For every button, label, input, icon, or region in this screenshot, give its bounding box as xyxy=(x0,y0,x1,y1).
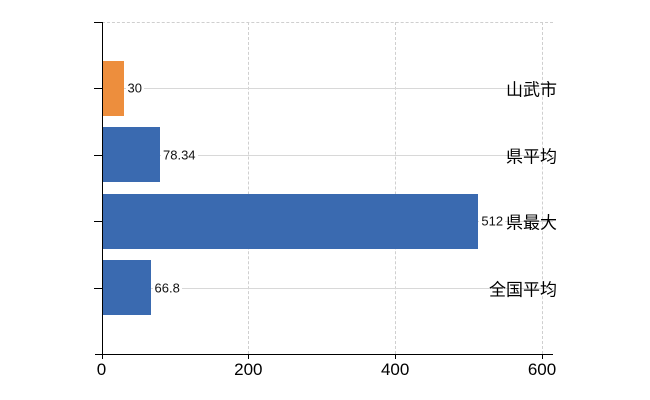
bar-value-label: 66.8 xyxy=(152,280,182,296)
category-label: 県最大 xyxy=(506,213,557,233)
plot-top-border xyxy=(101,22,553,23)
y-axis-tick xyxy=(93,88,102,90)
y-axis-tick xyxy=(93,287,102,289)
y-axis-tick xyxy=(93,154,102,156)
bar-value-label: 30 xyxy=(125,80,144,96)
x-axis-tick xyxy=(542,354,543,359)
chart-bar xyxy=(102,193,478,249)
chart-bar xyxy=(102,260,152,316)
gridline-horizontal xyxy=(101,154,553,156)
x-tick-label: 200 xyxy=(234,360,263,379)
gridline-horizontal xyxy=(101,88,553,90)
y-axis-top-tick xyxy=(93,22,102,23)
y-axis-tick xyxy=(93,221,102,223)
bar-value-label: 78.34 xyxy=(161,147,198,163)
x-axis-tick xyxy=(395,354,397,359)
y-axis-line xyxy=(101,22,103,354)
x-tick-label: 400 xyxy=(380,360,410,379)
chart-bar xyxy=(102,60,125,116)
gridline-vertical xyxy=(248,22,250,354)
x-axis-line xyxy=(95,354,553,355)
x-axis-tick xyxy=(101,354,103,359)
x-tick-label: 600 xyxy=(527,360,557,379)
chart-bar xyxy=(102,127,160,183)
gridline-vertical xyxy=(395,22,397,354)
x-axis-tick xyxy=(248,354,250,359)
gridline-vertical xyxy=(542,22,543,354)
x-tick-label: 0 xyxy=(96,360,107,379)
bar-value-label: 512 xyxy=(479,213,506,229)
category-label: 山武市 xyxy=(506,80,557,100)
gridline-horizontal xyxy=(101,287,553,289)
category-label: 県平均 xyxy=(506,147,557,167)
category-label: 全国平均 xyxy=(489,280,557,300)
